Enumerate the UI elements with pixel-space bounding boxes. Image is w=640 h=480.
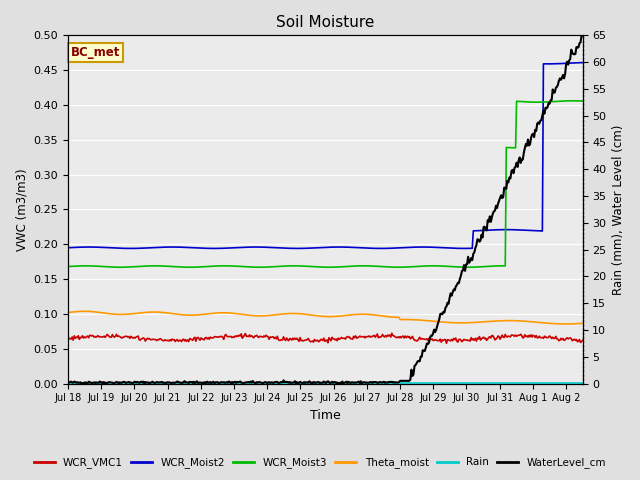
Y-axis label: Rain (mm), Water Level (cm): Rain (mm), Water Level (cm) [612,124,625,295]
Legend: WCR_VMC1, WCR_Moist2, WCR_Moist3, Theta_moist, Rain, WaterLevel_cm: WCR_VMC1, WCR_Moist2, WCR_Moist3, Theta_… [29,453,611,472]
Y-axis label: VWC (m3/m3): VWC (m3/m3) [15,168,28,251]
Title: Soil Moisture: Soil Moisture [276,15,374,30]
Text: BC_met: BC_met [70,46,120,59]
X-axis label: Time: Time [310,409,340,422]
